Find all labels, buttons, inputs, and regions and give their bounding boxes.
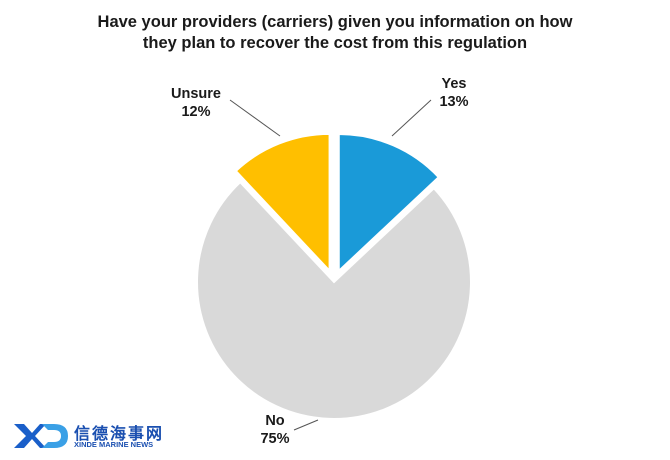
slice-value-unsure: 12% xyxy=(181,104,210,120)
slice-label-unsure: Unsure xyxy=(171,86,221,102)
slice-label-no: No xyxy=(265,413,284,429)
leader-line-yes xyxy=(391,99,432,137)
slice-value-no: 75% xyxy=(260,431,289,447)
watermark-english-text: XINDE MARINE NEWS xyxy=(74,440,154,449)
pie-slice-unsure xyxy=(234,132,331,274)
watermark: 信德海事网 XINDE MARINE NEWS xyxy=(12,418,172,454)
watermark-chinese-text: 信德海事网 xyxy=(74,424,165,443)
leader-line-unsure xyxy=(229,99,281,137)
xd-logo-icon xyxy=(14,424,68,448)
pie-slice-yes xyxy=(337,132,441,274)
slice-value-yes: 13% xyxy=(439,94,468,110)
chart-title-line-1: Have your providers (carriers) given you… xyxy=(97,13,573,31)
slice-label-yes: Yes xyxy=(442,76,467,92)
pie-slice-no xyxy=(196,180,472,420)
chart-title-line-2: they plan to recover the cost from this … xyxy=(142,34,528,52)
leader-line-no xyxy=(293,419,319,431)
chart-title: Have your providers (carriers) given you… xyxy=(0,12,670,54)
